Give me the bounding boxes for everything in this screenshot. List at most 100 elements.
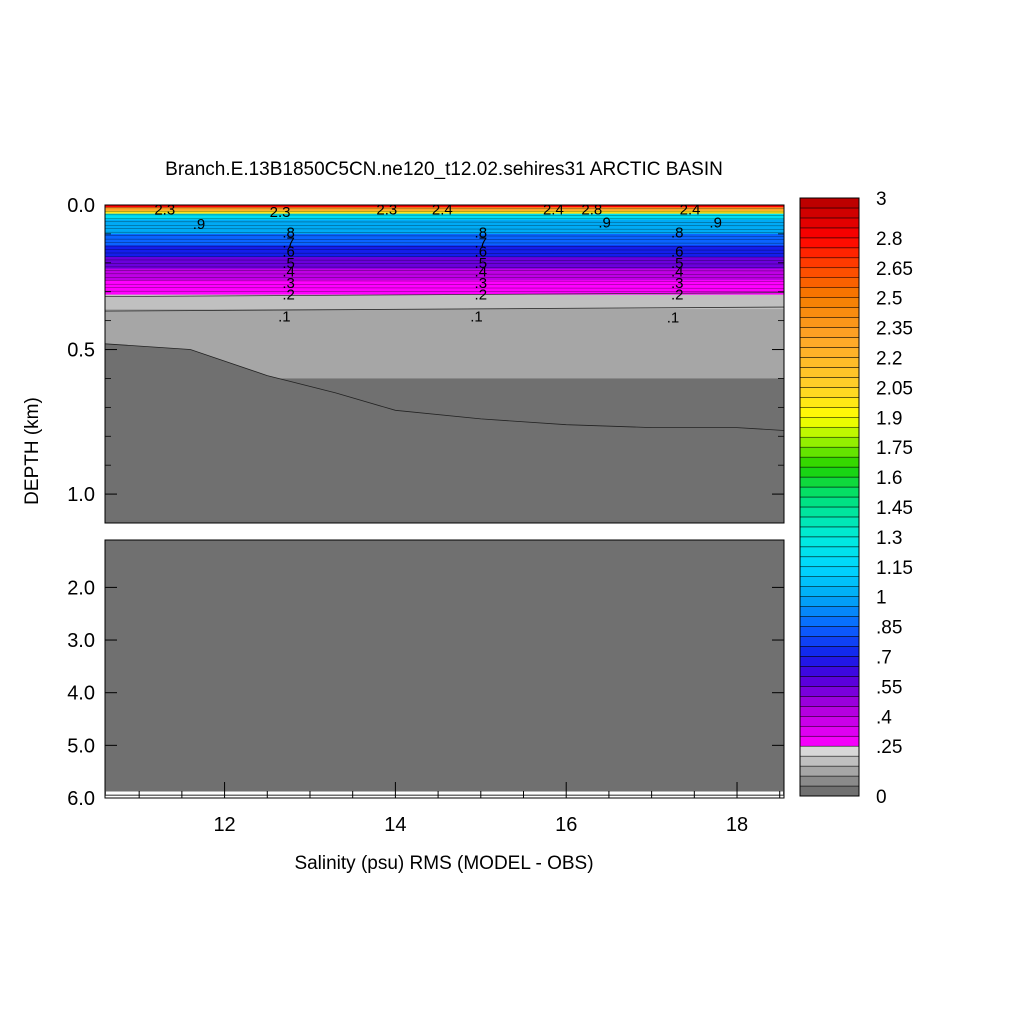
contour-label: .3 xyxy=(671,275,684,292)
contour-line xyxy=(104,235,785,237)
contour-label: .7 xyxy=(475,235,488,252)
colorbar-box xyxy=(799,267,860,278)
colorbar-box xyxy=(799,466,860,478)
contour-line xyxy=(104,252,785,254)
y-tick-label: 4.0 xyxy=(67,683,95,705)
colorbar-label: 1.3 xyxy=(876,528,902,549)
colorbar-box xyxy=(799,745,860,757)
contour-line xyxy=(104,280,785,282)
lowest-value-region xyxy=(105,343,784,523)
contour-layer xyxy=(105,205,784,208)
contour-label: .8 xyxy=(671,224,684,241)
colorbar-box xyxy=(799,755,860,767)
colorbar-box xyxy=(799,556,860,568)
x-tick-label: 14 xyxy=(384,814,406,836)
contour-line xyxy=(104,214,785,216)
colorbar-box xyxy=(799,247,860,259)
contour-line xyxy=(104,211,785,213)
contour-line xyxy=(104,290,785,292)
contour-label: .6 xyxy=(475,243,488,260)
contour-layer xyxy=(105,210,784,215)
contour-line xyxy=(104,273,785,275)
colorbar-label: 1.15 xyxy=(876,558,913,579)
colorbar-box xyxy=(799,357,860,368)
colorbar-label: 3 xyxy=(876,189,887,210)
contour-label: .2 xyxy=(475,287,488,304)
colorbar-box xyxy=(799,725,860,737)
contour-label: .6 xyxy=(282,243,295,260)
colorbar-label: .85 xyxy=(876,618,902,639)
contour-line xyxy=(104,231,785,234)
colorbar-box xyxy=(799,277,860,288)
colorbar-box xyxy=(799,735,860,747)
colorbar-box xyxy=(799,576,860,587)
upper-plot-panel: 2.3 2.3 2.3 2.4 2.4 2.8 2.4.9.9.9.8.7.6.5.4.3.… xyxy=(67,195,785,524)
lower-panel-frame xyxy=(104,539,785,799)
contour-line xyxy=(104,228,785,230)
contour-line xyxy=(104,263,785,265)
contour-layer xyxy=(105,207,784,212)
contour-line xyxy=(104,259,785,261)
colorbar-box xyxy=(799,676,860,687)
colorbar-box xyxy=(799,397,860,408)
colorbar-box xyxy=(799,377,860,388)
colorbar-box xyxy=(799,387,860,398)
colorbar-box xyxy=(799,227,860,239)
colorbar-label: 1.75 xyxy=(876,438,913,459)
contour-label: 2.4 xyxy=(543,201,564,218)
chart-title: Branch.E.13B1850C5CN.ne120_t12.02.sehire… xyxy=(165,159,723,180)
contour-label: .1 xyxy=(667,310,680,327)
contour-label: .9 xyxy=(598,214,611,231)
contour-line-lowest xyxy=(104,343,785,431)
contour-label: .1 xyxy=(278,308,291,325)
contour-layer xyxy=(105,213,784,220)
contour-line xyxy=(104,218,785,220)
y-tick-label: 0.0 xyxy=(67,195,95,217)
colorbar-label: 2.35 xyxy=(876,319,913,340)
colorbar-box xyxy=(799,706,860,717)
colorbar-box xyxy=(799,566,860,577)
colorbar-box xyxy=(799,287,860,298)
contour-label: .3 xyxy=(282,275,295,292)
colorbar-box xyxy=(799,217,860,229)
contour-label: .4 xyxy=(282,263,295,280)
colorbar-box xyxy=(799,327,860,338)
upper-panel-frame xyxy=(104,204,785,524)
y-tick-label: 2.0 xyxy=(67,577,95,599)
colorbar-box xyxy=(799,317,860,328)
colorbar-label: 2.8 xyxy=(876,229,902,250)
colorbar-box xyxy=(799,626,860,637)
colorbar-label: .4 xyxy=(876,707,892,728)
lower-panel-fill xyxy=(105,540,784,796)
colorbar-box xyxy=(799,337,860,348)
colorbar-box xyxy=(799,417,860,428)
contour-label: .9 xyxy=(193,216,206,233)
contour-label: .8 xyxy=(282,224,295,241)
contour-line xyxy=(104,245,785,247)
colorbar-box xyxy=(799,596,860,607)
colorbar-label: .7 xyxy=(876,647,892,668)
contour-label: .5 xyxy=(475,255,488,272)
colorbar-box xyxy=(799,765,860,777)
contour-label: .8 xyxy=(475,224,488,241)
colorbar-label: 2.2 xyxy=(876,348,902,369)
colorbar-box xyxy=(799,426,860,438)
lower-plot-panel: 2.0 3.0 4.0 5.0 6.0 12 14 16 18 xyxy=(67,539,785,836)
colorbar-box xyxy=(799,347,860,358)
contour-label: 2.3 xyxy=(270,204,291,221)
colorbar-box xyxy=(799,476,860,488)
colorbar-box xyxy=(799,616,860,627)
colorbar-box xyxy=(799,775,860,787)
contour-label: .9 xyxy=(709,214,722,231)
colorbar-label: 1 xyxy=(876,588,887,609)
x-tick-label: 16 xyxy=(555,814,577,836)
contour-label: 2.8 xyxy=(581,201,602,218)
contour-line xyxy=(104,287,785,289)
colorbar-label: .55 xyxy=(876,677,902,698)
colorbar-label: 2.5 xyxy=(876,289,902,310)
colorbar-label: 1.45 xyxy=(876,498,913,519)
contour-label: 2.3 xyxy=(376,201,397,218)
x-tick-label: 18 xyxy=(726,814,748,836)
y-tick-label: 0.5 xyxy=(67,340,95,362)
contour-label: .2 xyxy=(282,287,295,304)
